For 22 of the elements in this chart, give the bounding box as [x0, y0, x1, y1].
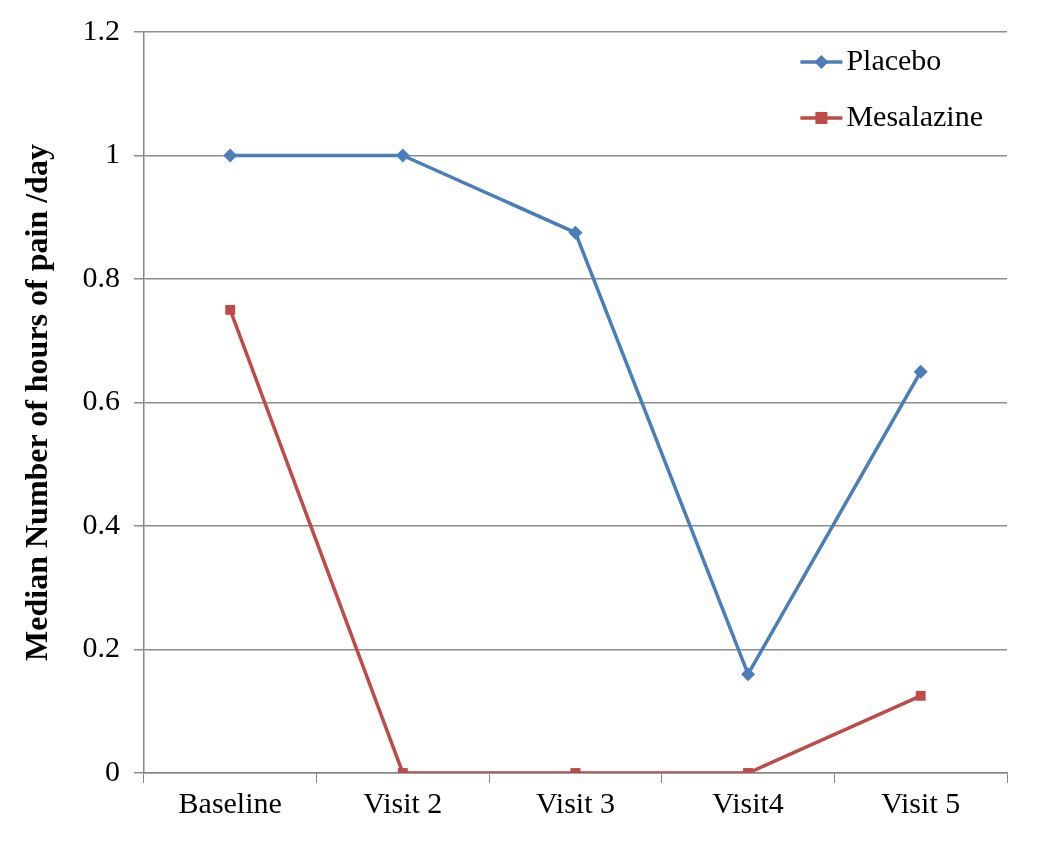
point: [395, 148, 410, 163]
y-tick-label: 0.8: [82, 259, 120, 293]
y-tick-label: 1.2: [82, 12, 120, 46]
point: [568, 225, 583, 240]
y-tick-label: 0: [104, 753, 120, 787]
y-tick-label: 0.4: [82, 506, 120, 540]
x-tick-label: Visit4: [712, 785, 784, 819]
x-tick-label: Visit 5: [881, 785, 961, 819]
x-tick-label: Visit 3: [535, 785, 615, 819]
y-tick-label: 1: [104, 136, 120, 170]
point: [913, 364, 928, 379]
x-tick-label: Baseline: [178, 785, 282, 819]
point: [741, 667, 756, 682]
point: [915, 690, 926, 701]
point: [223, 148, 238, 163]
legend-label: Mesalazine: [846, 98, 984, 132]
point: [225, 304, 236, 315]
y-tick-label: 0.6: [82, 383, 120, 417]
legend-label: Placebo: [846, 42, 942, 76]
y-axis-title: Median Number of hours of pain /day: [18, 144, 55, 661]
x-tick-label: Visit 2: [363, 785, 443, 819]
y-tick-label: 0.2: [82, 630, 120, 664]
